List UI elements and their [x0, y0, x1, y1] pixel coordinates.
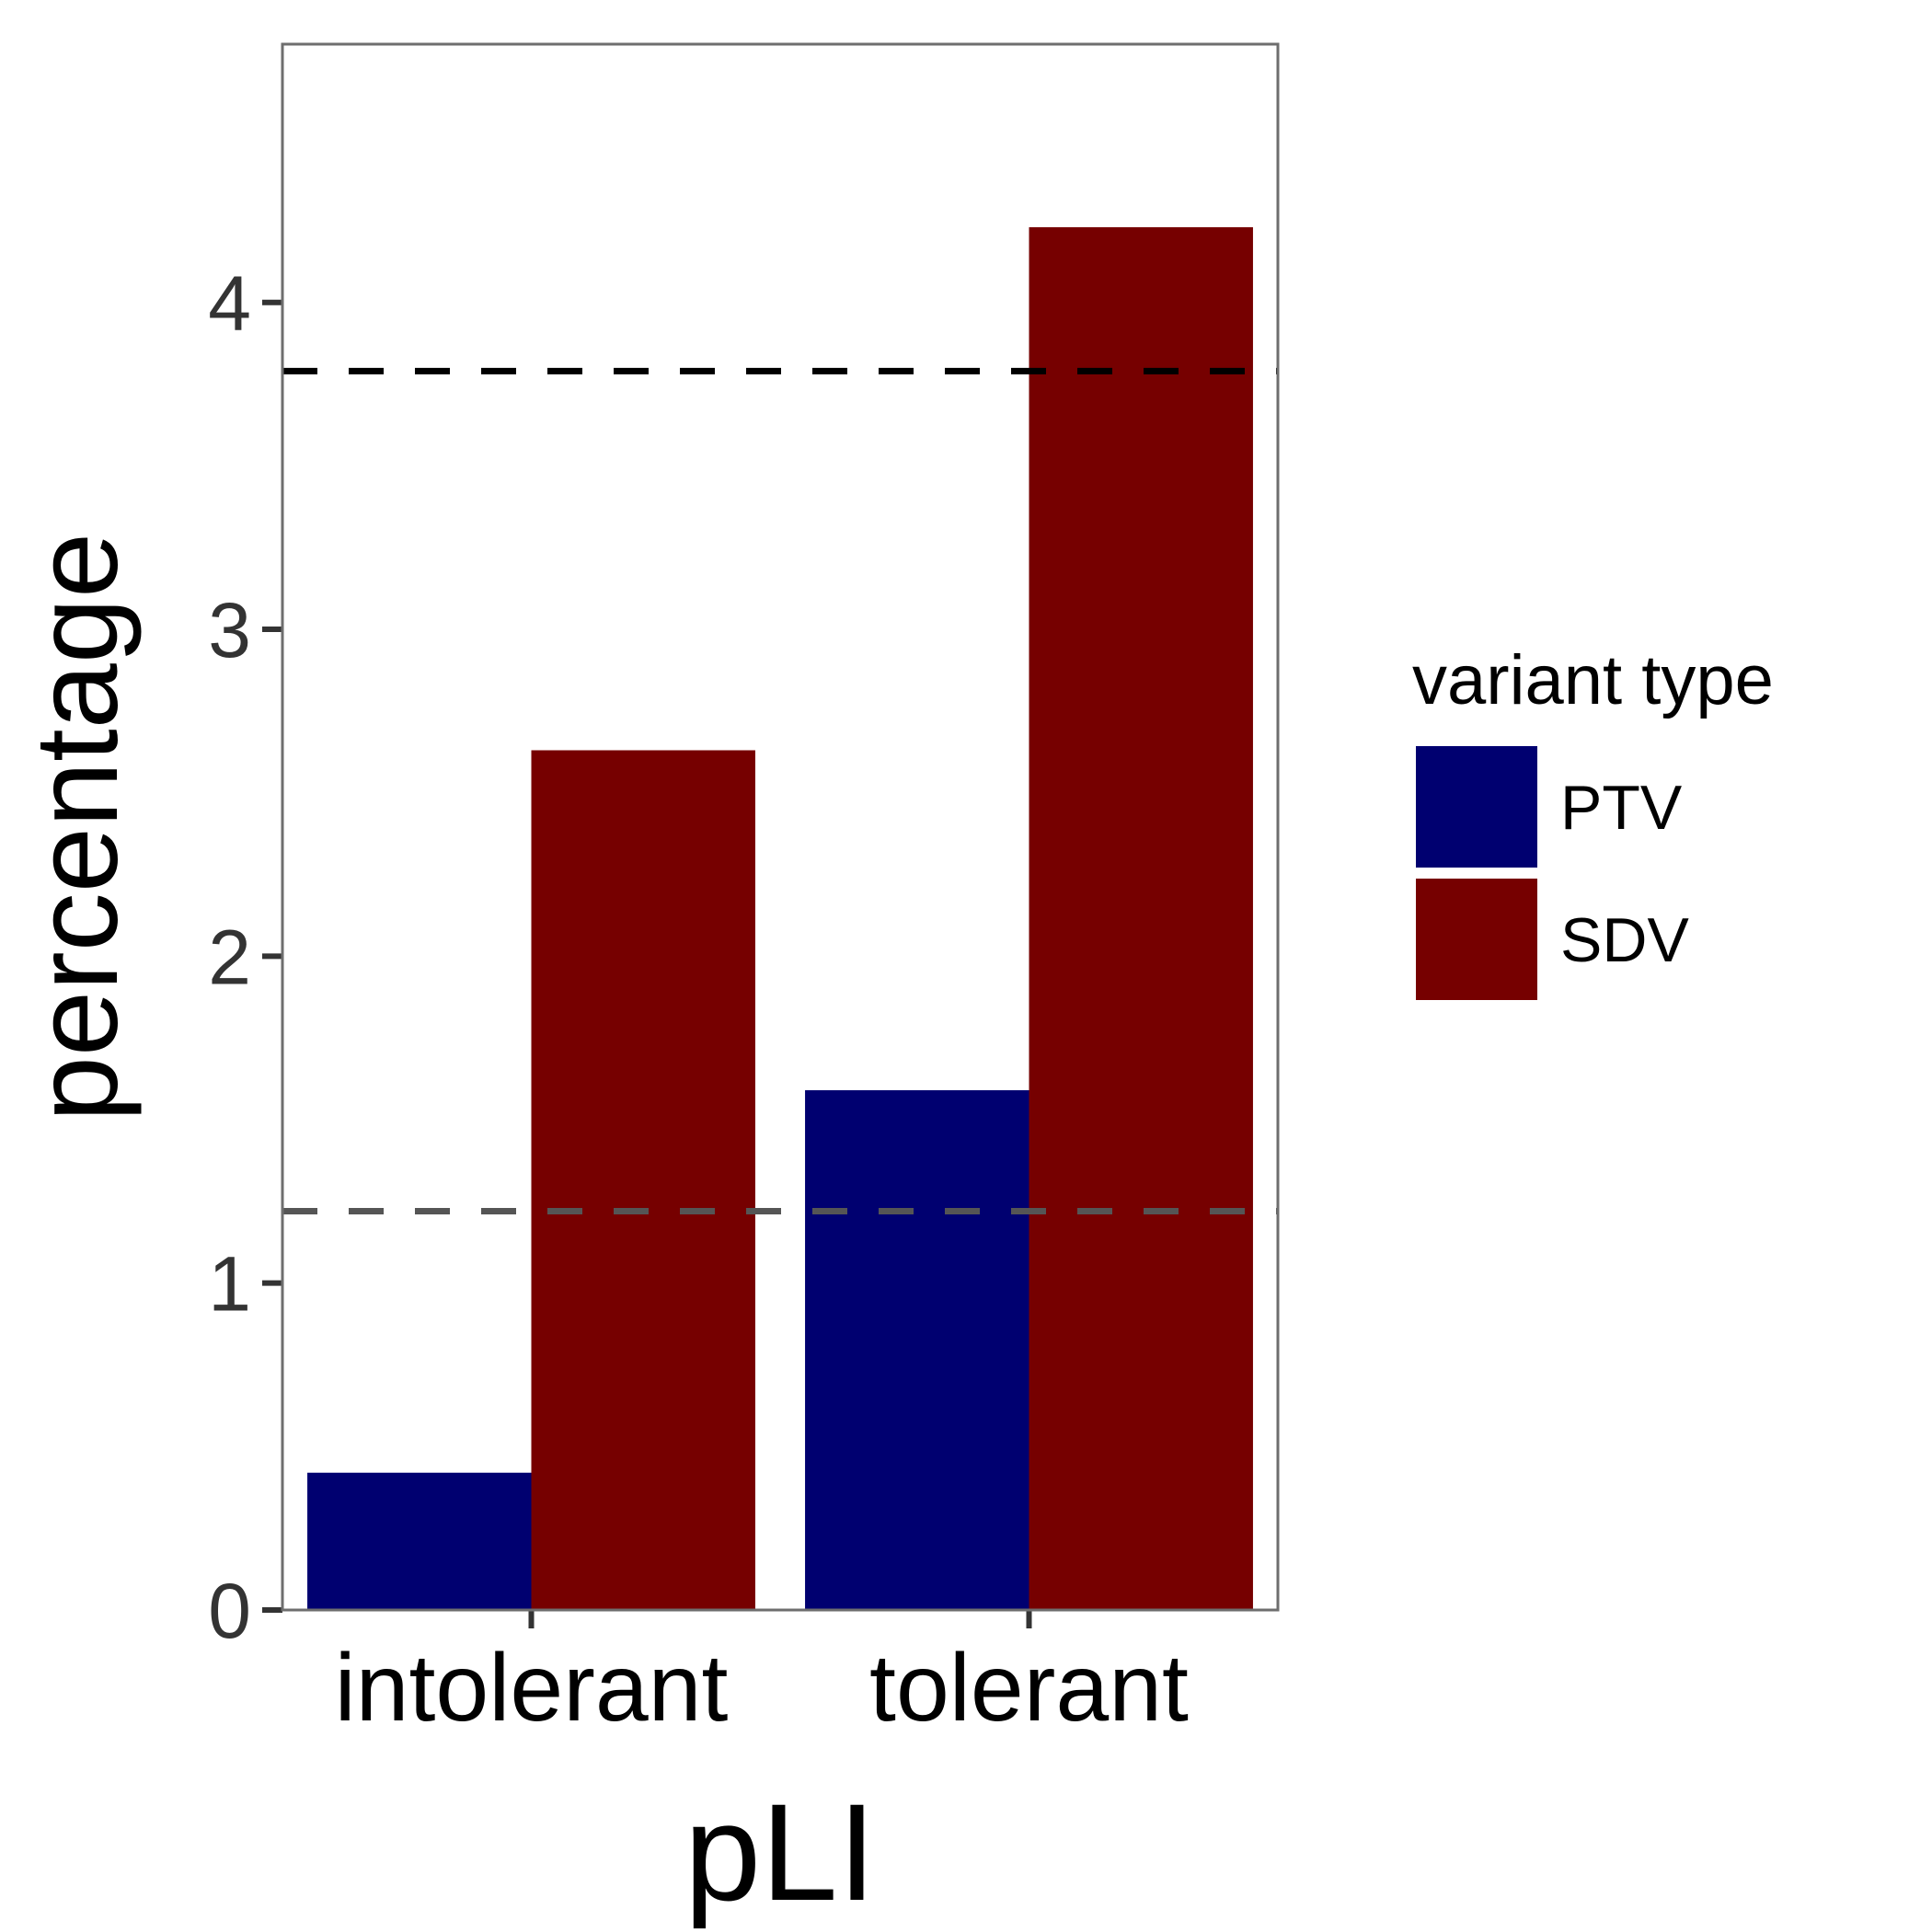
- bars: [307, 226, 1253, 1611]
- legend: variant type PTV SDV: [1412, 641, 1774, 1000]
- x-tick-label: intolerant: [335, 1635, 729, 1742]
- legend-label-sdv: SDV: [1560, 905, 1689, 975]
- y-axis-title: percentage: [11, 533, 143, 1122]
- y-axis: 0 1 2 3 4: [208, 260, 282, 1654]
- bar-ptv-intolerant: [307, 1472, 532, 1610]
- y-tick-label: 2: [208, 914, 251, 1000]
- legend-key-ptv: [1416, 746, 1537, 868]
- reference-lines: [282, 367, 1278, 1215]
- y-tick-label: 4: [208, 260, 251, 347]
- y-tick-label: 0: [208, 1568, 251, 1654]
- panel-border: [281, 42, 1280, 1612]
- x-axis-title: pLI: [684, 1775, 877, 1929]
- legend-label-ptv: PTV: [1560, 773, 1683, 843]
- y-tick-label: 3: [208, 587, 251, 673]
- bar-sdv-tolerant: [1029, 226, 1253, 1611]
- bar-ptv-tolerant: [805, 1090, 1029, 1610]
- legend-key-sdv: [1416, 879, 1537, 1000]
- x-tick-label: tolerant: [869, 1635, 1189, 1742]
- bar-sdv-intolerant: [531, 750, 755, 1610]
- y-tick-label: 1: [208, 1241, 251, 1328]
- legend-title: variant type: [1412, 641, 1774, 719]
- x-axis: intolerant tolerant: [335, 1610, 1189, 1742]
